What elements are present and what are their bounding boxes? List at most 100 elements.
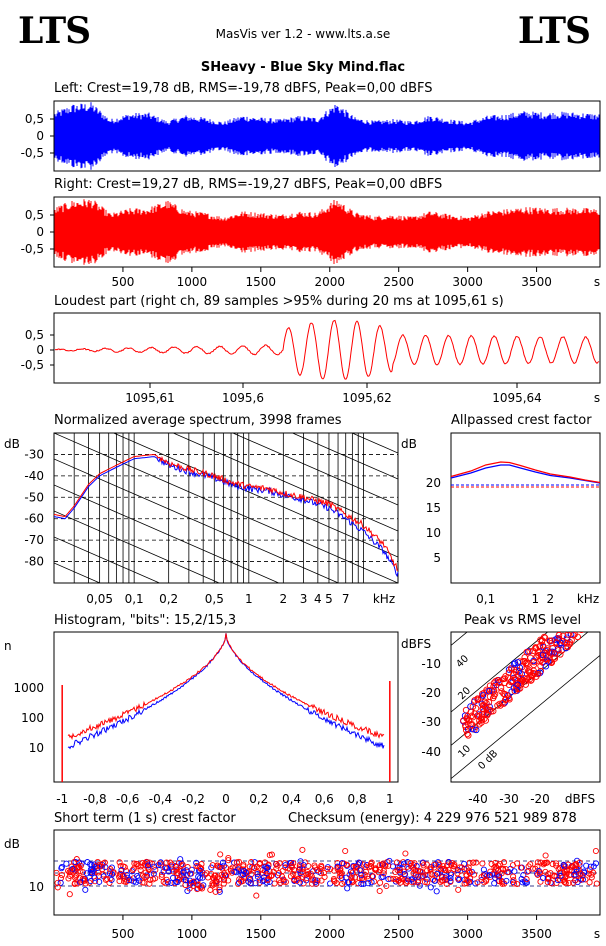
shortterm-point bbox=[427, 884, 434, 891]
shortterm-ylabel: dB bbox=[4, 837, 20, 851]
peakrms-point bbox=[511, 687, 519, 695]
shortterm-point bbox=[502, 865, 509, 873]
peakrms-point bbox=[573, 617, 579, 623]
shortterm-point bbox=[313, 880, 320, 887]
shortterm-point bbox=[198, 865, 205, 872]
ytick-label: 0,5 bbox=[25, 328, 44, 342]
shortterm-point bbox=[163, 859, 170, 866]
shortterm-point bbox=[66, 891, 73, 898]
loudest-frame bbox=[53, 312, 601, 384]
shortterm-point bbox=[282, 878, 289, 886]
shortterm-point bbox=[117, 862, 124, 870]
xtick-label: -0,8 bbox=[83, 792, 106, 806]
peakrms-point bbox=[479, 692, 487, 699]
peakrms-point bbox=[564, 632, 572, 638]
peakrms-point bbox=[538, 637, 546, 644]
shortterm-point bbox=[212, 888, 219, 895]
shortterm-point bbox=[74, 880, 81, 887]
allpass-frame bbox=[450, 432, 601, 584]
shortterm-point bbox=[276, 877, 283, 884]
xtick-label: 3 bbox=[300, 592, 308, 606]
shortterm-point bbox=[141, 879, 148, 886]
xtick-label: -0,4 bbox=[149, 792, 172, 806]
peakrms-point bbox=[514, 659, 522, 666]
xtick-label: 0,6 bbox=[315, 792, 334, 806]
shortterm-point bbox=[165, 868, 172, 875]
shortterm-point bbox=[57, 875, 64, 882]
peakrms-point bbox=[516, 669, 524, 677]
app-title: MasVis ver 1.2 - www.lts.a.se bbox=[215, 27, 391, 41]
xtick-label: 1095,64 bbox=[492, 391, 542, 405]
shortterm-point bbox=[253, 892, 260, 899]
shortterm-point bbox=[254, 873, 261, 880]
xtick-label: 0,05 bbox=[86, 592, 113, 606]
xtick-label: 500 bbox=[111, 927, 134, 941]
shortterm-point bbox=[91, 861, 98, 868]
shortterm-point bbox=[73, 872, 80, 879]
peakrms-point bbox=[464, 730, 471, 738]
shortterm-point bbox=[478, 873, 485, 881]
xtick-unit: s bbox=[594, 275, 600, 289]
shortterm-point bbox=[282, 862, 289, 869]
shortterm-point bbox=[238, 878, 245, 885]
shortterm-point bbox=[368, 879, 375, 886]
ytick-label: 0,5 bbox=[25, 208, 44, 222]
shortterm-point bbox=[592, 860, 600, 867]
shortterm-point bbox=[393, 859, 401, 866]
shortterm-point bbox=[264, 877, 271, 884]
shortterm-point bbox=[190, 882, 197, 889]
xtick-label: 0,8 bbox=[348, 792, 367, 806]
shortterm-point bbox=[483, 876, 490, 883]
shortterm-point bbox=[229, 869, 236, 876]
ytick-label: -70 bbox=[24, 533, 44, 547]
shortterm-point bbox=[438, 877, 446, 884]
peakrms-point bbox=[528, 676, 535, 684]
shortterm-point bbox=[57, 879, 64, 886]
spectrum-slope bbox=[54, 562, 101, 583]
ytick-label: 10 bbox=[29, 880, 44, 894]
peakrms-point bbox=[478, 716, 486, 724]
spectrum-slope bbox=[54, 589, 398, 739]
shortterm-point bbox=[553, 860, 560, 867]
shortterm-point bbox=[364, 873, 371, 880]
peakrms-point bbox=[523, 648, 531, 656]
shortterm-point bbox=[367, 860, 375, 867]
spectrum-slope bbox=[54, 615, 398, 765]
peakrms-point bbox=[510, 660, 518, 668]
shortterm-point bbox=[559, 874, 566, 881]
shortterm-point bbox=[534, 859, 541, 866]
shortterm-point bbox=[160, 868, 167, 875]
shortterm-point bbox=[414, 879, 422, 886]
shortterm-point bbox=[491, 880, 498, 887]
shortterm-point bbox=[54, 879, 61, 886]
shortterm-point bbox=[402, 850, 409, 857]
shortterm-point bbox=[492, 866, 499, 873]
shortterm-point bbox=[305, 870, 312, 878]
spectrum-grid bbox=[54, 433, 398, 765]
peakrms-point bbox=[494, 702, 501, 709]
xtick-label: 1000 bbox=[177, 275, 208, 289]
shortterm-point bbox=[146, 880, 153, 887]
peakrms-point bbox=[568, 636, 575, 644]
shortterm-point bbox=[75, 864, 82, 871]
peakrms-point bbox=[504, 674, 512, 681]
shortterm-point bbox=[577, 870, 584, 877]
shortterm-point bbox=[180, 869, 187, 876]
ytick-label: -0,5 bbox=[21, 146, 44, 160]
loudest-part-title: Loudest part (right ch, 89 samples >95% … bbox=[54, 294, 504, 309]
shortterm-point bbox=[116, 878, 123, 885]
shortterm-point bbox=[551, 873, 558, 880]
shortterm-point bbox=[273, 860, 280, 868]
xtick-label: 2 bbox=[280, 592, 288, 606]
shortterm-point bbox=[401, 871, 408, 878]
peakrms-point bbox=[579, 613, 585, 619]
peakrms-point bbox=[566, 622, 572, 628]
shortterm-point bbox=[549, 861, 556, 868]
ytick-label: -60 bbox=[24, 512, 44, 526]
peakrms-point bbox=[563, 640, 571, 647]
shortterm-point bbox=[393, 876, 400, 883]
spectrum-slope bbox=[54, 510, 221, 583]
xtick-label: -30 bbox=[499, 792, 519, 806]
peakrms-point bbox=[516, 664, 524, 672]
peakrms-point bbox=[577, 632, 582, 633]
